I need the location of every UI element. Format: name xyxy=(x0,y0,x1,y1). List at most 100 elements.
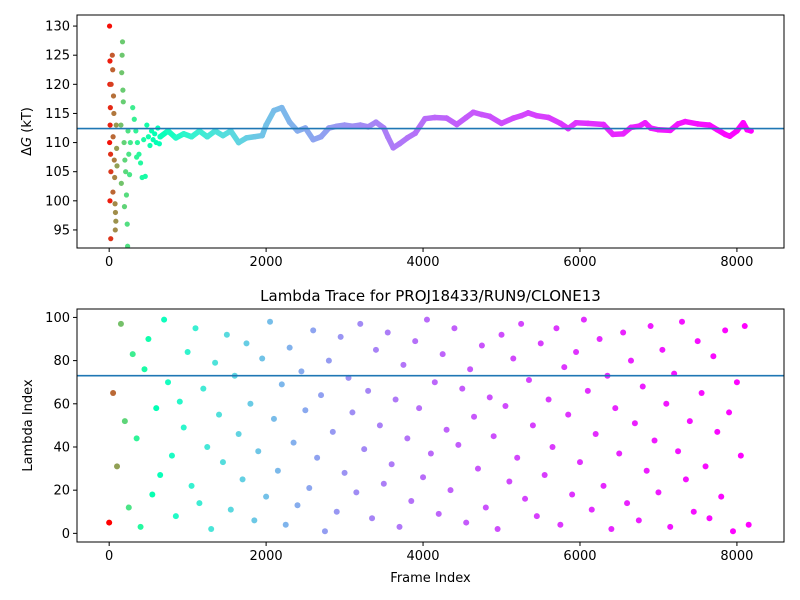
chart-title: Lambda Trace for PROJ18433/RUN9/CLONE13 xyxy=(260,287,601,305)
data-point xyxy=(510,115,517,121)
data-point xyxy=(137,523,144,530)
data-point xyxy=(694,121,701,127)
data-point xyxy=(117,320,124,327)
data-point xyxy=(127,139,133,146)
data-point xyxy=(576,459,583,466)
data-point xyxy=(643,467,650,474)
data-point xyxy=(482,504,489,511)
data-point xyxy=(585,120,591,127)
data-point xyxy=(616,450,623,457)
data-point xyxy=(107,139,113,146)
data-point xyxy=(390,145,397,151)
data-point xyxy=(107,105,113,111)
x-tick-label: 2000 xyxy=(250,549,283,564)
data-point xyxy=(510,355,517,362)
data-point xyxy=(212,128,218,134)
data-point xyxy=(321,528,328,535)
data-point xyxy=(118,122,124,128)
data-point xyxy=(107,122,113,128)
data-point xyxy=(453,121,460,128)
data-point xyxy=(168,452,175,459)
x-tick-label: 8000 xyxy=(720,255,753,270)
data-point xyxy=(451,325,458,332)
data-point xyxy=(137,160,144,166)
data-point xyxy=(107,58,113,64)
data-point xyxy=(107,151,114,157)
data-point xyxy=(624,500,631,507)
data-point xyxy=(108,169,114,175)
data-point xyxy=(113,218,119,224)
data-point xyxy=(318,392,325,399)
data-point xyxy=(667,523,674,530)
data-point xyxy=(557,521,564,528)
data-point xyxy=(263,493,270,500)
data-point xyxy=(243,135,250,141)
data-point xyxy=(502,402,509,409)
data-point xyxy=(694,338,701,345)
data-point xyxy=(274,467,281,474)
data-point xyxy=(734,128,740,134)
data-point xyxy=(479,111,485,118)
data-point xyxy=(718,493,725,500)
data-point xyxy=(314,454,321,461)
data-point xyxy=(114,163,120,169)
data-point xyxy=(416,405,423,412)
data-point xyxy=(141,137,147,143)
y-tick-label: 110 xyxy=(45,136,70,151)
data-point xyxy=(255,448,262,455)
data-point xyxy=(119,70,125,76)
data-point xyxy=(110,134,116,140)
data-point xyxy=(525,377,532,384)
y-label-var: G xyxy=(20,137,35,147)
data-point xyxy=(498,331,505,338)
data-point xyxy=(270,415,277,422)
data-point xyxy=(545,396,552,403)
data-point xyxy=(108,236,114,242)
x-axis-label: Frame Index xyxy=(390,571,471,586)
data-point xyxy=(737,452,744,459)
data-point xyxy=(341,122,348,128)
data-point xyxy=(714,428,721,435)
data-point xyxy=(608,526,615,533)
data-point xyxy=(147,142,153,149)
data-point xyxy=(142,173,148,179)
data-point xyxy=(192,325,199,332)
y-tick-label: 60 xyxy=(53,397,70,412)
data-point xyxy=(161,316,168,323)
y-tick-label: 100 xyxy=(45,311,70,326)
data-point xyxy=(545,114,552,121)
data-point xyxy=(745,521,752,528)
data-point xyxy=(467,366,474,373)
data-point xyxy=(208,526,215,533)
data-point xyxy=(125,504,132,511)
x-tick-label: 8000 xyxy=(720,549,753,564)
data-point xyxy=(498,120,505,127)
data-point xyxy=(294,128,301,134)
data-point xyxy=(126,172,133,178)
x-tick-label: 4000 xyxy=(406,255,439,270)
data-point xyxy=(423,316,430,323)
lambda-trace-plot: 0 2000 4000 6000 8000 0 20 40 60 80 100 Lambda Inde… xyxy=(21,287,785,586)
data-point xyxy=(200,385,207,392)
data-point xyxy=(534,112,540,119)
data-point xyxy=(157,133,163,140)
data-point xyxy=(432,114,438,121)
x-tick-label: 4000 xyxy=(406,549,439,564)
data-point xyxy=(439,351,446,358)
data-point xyxy=(180,131,187,137)
data-point xyxy=(263,122,269,128)
data-point xyxy=(384,329,391,336)
data-point xyxy=(251,133,258,140)
data-point xyxy=(573,348,580,355)
y-axis-label: Lambda Index xyxy=(21,379,36,472)
y-tick-label: 125 xyxy=(45,49,70,64)
data-point xyxy=(702,463,709,470)
data-point xyxy=(349,123,356,130)
data-point xyxy=(400,361,407,368)
data-point xyxy=(184,348,191,355)
data-point xyxy=(459,385,466,392)
axes-frame xyxy=(76,14,785,249)
data-point xyxy=(471,413,478,420)
data-point xyxy=(157,472,164,479)
data-point xyxy=(329,428,336,435)
